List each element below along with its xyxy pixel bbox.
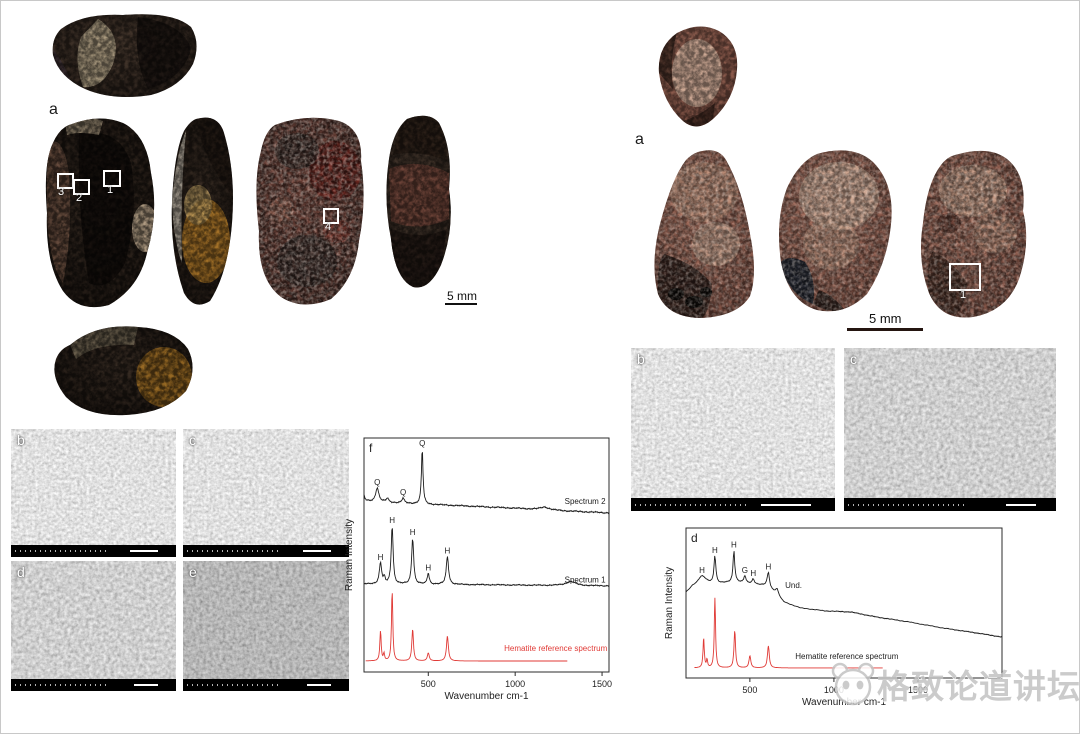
specimen-photo-left-3 xyxy=(256,117,364,305)
specimen-photo-right-top xyxy=(658,26,738,127)
specimen-photo-left-2 xyxy=(171,117,233,305)
scale-bar-label-left: 5 mm xyxy=(447,289,477,303)
svg-text:f: f xyxy=(369,441,373,455)
sem-info-bar xyxy=(11,545,176,557)
sem-image-left-b: b xyxy=(11,429,176,557)
svg-text:Q: Q xyxy=(419,439,425,448)
svg-text:H: H xyxy=(699,566,705,575)
roi-label-2: 2 xyxy=(76,192,83,204)
roi-label-1: 1 xyxy=(107,184,114,196)
svg-text:H: H xyxy=(378,553,384,562)
scale-bar-right xyxy=(847,328,923,331)
svg-text:Wavenumber cm-1: Wavenumber cm-1 xyxy=(444,691,529,702)
roi-label-3: 3 xyxy=(58,186,65,198)
raman-plot-f: 500 1000 1500 Wavenumber cm-1 Raman Intensit… xyxy=(344,437,612,702)
roi-label-right-1: 1 xyxy=(960,289,967,301)
sem-image-left-e: e xyxy=(183,561,349,691)
svg-text:G: G xyxy=(742,566,748,575)
sem-label-b: b xyxy=(17,432,25,448)
svg-text:Spectrum 2: Spectrum 2 xyxy=(565,497,606,506)
sem-image-right-c: c xyxy=(844,348,1056,511)
specimen-photo-right-3 xyxy=(921,150,1027,318)
specimen-photo-right-2 xyxy=(779,150,892,312)
svg-text:H: H xyxy=(445,546,451,555)
specimen-photo-right-1 xyxy=(654,150,755,319)
roi-box-1 xyxy=(103,170,121,187)
sem-info-bar xyxy=(631,498,835,511)
scale-bar-label-right: 5 mm xyxy=(869,311,902,326)
sem-image-left-d: d xyxy=(11,561,176,691)
sem-image-left-c: c xyxy=(183,429,349,557)
watermark: 格致论道讲坛 xyxy=(829,659,1080,709)
panda-face-icon xyxy=(831,662,875,706)
svg-text:500: 500 xyxy=(742,685,757,695)
svg-text:Q: Q xyxy=(374,478,380,487)
scale-bar-left xyxy=(445,303,477,305)
svg-text:H: H xyxy=(425,563,431,572)
sem-image-right-b: b xyxy=(631,348,835,511)
svg-text:H: H xyxy=(389,516,395,525)
svg-text:Spectrum 1: Spectrum 1 xyxy=(565,576,606,585)
panel-label-a-right: a xyxy=(635,131,644,148)
sem-info-bar xyxy=(183,545,349,557)
svg-text:H: H xyxy=(410,528,416,537)
sem-label-c: c xyxy=(189,432,196,448)
svg-text:Hematite reference spectrum: Hematite reference spectrum xyxy=(504,644,607,653)
svg-text:500: 500 xyxy=(421,679,436,689)
roi-box-2 xyxy=(73,179,90,195)
svg-text:1000: 1000 xyxy=(505,679,525,689)
watermark-text: 格致论道讲坛 xyxy=(877,668,1080,705)
sem-info-bar xyxy=(11,679,176,691)
svg-text:d: d xyxy=(691,531,698,545)
sem-info-bar xyxy=(183,679,349,691)
svg-text:Und.: Und. xyxy=(785,581,802,590)
roi-box-4 xyxy=(323,208,339,224)
svg-text:Raman Intensity: Raman Intensity xyxy=(344,519,355,591)
svg-text:1500: 1500 xyxy=(908,685,928,695)
sem-label-e: e xyxy=(189,564,197,580)
roi-box-right-1 xyxy=(949,263,981,291)
roi-label-4: 4 xyxy=(325,221,332,233)
sem-label-b: b xyxy=(637,351,645,367)
specimen-photo-left-4 xyxy=(386,115,451,288)
sem-label-c: c xyxy=(850,351,857,367)
specimen-photo-left-bottom xyxy=(54,326,193,416)
panel-label-a-left: a xyxy=(49,101,58,118)
specimen-photo-left-1 xyxy=(45,118,155,308)
svg-text:Raman Intensity: Raman Intensity xyxy=(664,567,675,639)
svg-text:H: H xyxy=(731,540,737,549)
sem-info-bar xyxy=(844,498,1056,511)
specimen-photo-left-top xyxy=(52,14,197,98)
svg-text:1500: 1500 xyxy=(592,679,612,689)
svg-text:H: H xyxy=(765,562,771,571)
svg-text:Hematite reference spectrum: Hematite reference spectrum xyxy=(795,652,898,661)
svg-text:H: H xyxy=(750,569,756,578)
sem-label-d: d xyxy=(17,564,25,580)
svg-text:Q: Q xyxy=(400,488,406,497)
svg-text:H: H xyxy=(712,546,718,555)
svg-text:1000: 1000 xyxy=(824,685,844,695)
